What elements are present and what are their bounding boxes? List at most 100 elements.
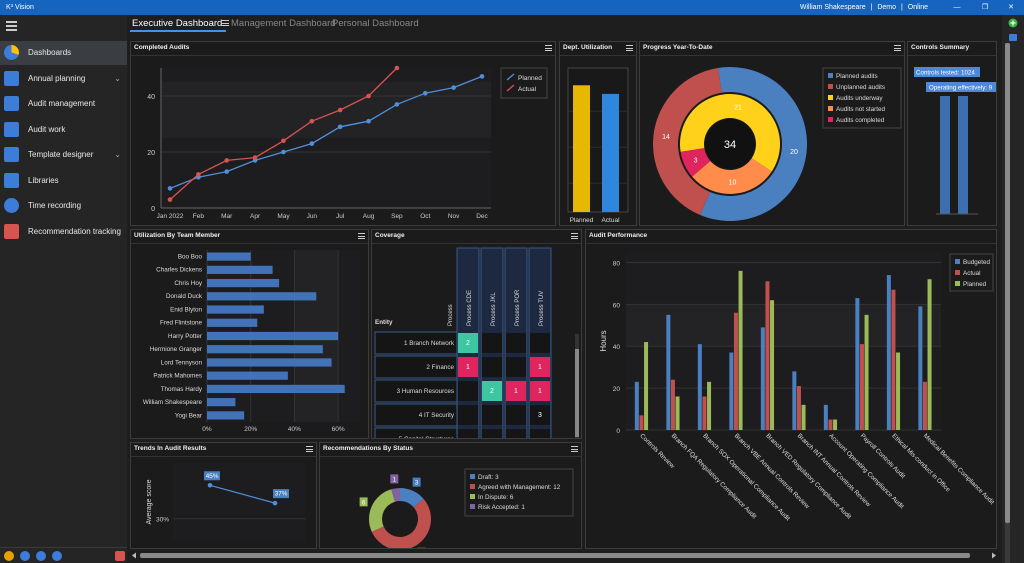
matrix-cell[interactable] (530, 333, 550, 353)
panel-menu-icon[interactable] (358, 233, 365, 239)
scrollbar-thumb[interactable] (575, 349, 579, 437)
chevron-down-icon[interactable]: ⌄ (114, 73, 121, 83)
pie-chart-icon (4, 45, 19, 60)
matrix-cell[interactable] (506, 405, 526, 425)
matrix-cell[interactable] (506, 381, 526, 401)
minimize-icon[interactable]: — (953, 4, 961, 11)
app-title: K³ Vision (6, 4, 34, 11)
data-point (309, 141, 315, 146)
panel-audit-performance: Audit Performance 0 20 40 60 80 Hours Controls… (585, 229, 997, 549)
tab-management-dashboard[interactable]: Management Dashboard (231, 18, 336, 29)
legend-label: Audits completed (836, 117, 885, 124)
tab-menu-icon[interactable] (221, 20, 229, 26)
y-tick-label: 30% (156, 517, 169, 524)
sidebar-item-time-recording[interactable]: Time recording (0, 194, 127, 218)
bar (207, 384, 345, 394)
horizontal-scrollbar[interactable] (130, 551, 1000, 560)
bar (602, 93, 619, 212)
bike-icon[interactable] (115, 551, 125, 561)
sidebar-item-label: Audit work (28, 124, 66, 134)
matrix-cell[interactable] (458, 333, 478, 353)
x-tick-label: Ethical Mis-conduct in Office (890, 432, 951, 493)
matrix-cell[interactable] (482, 405, 502, 425)
bar (855, 298, 860, 430)
sidebar-item-recommendation-tracking[interactable]: Recommendation tracking (0, 220, 127, 244)
tab-executive-dashboard[interactable]: Executive Dashboard (132, 18, 223, 29)
scrollbar-thumb[interactable] (1005, 43, 1010, 523)
info-icon[interactable] (36, 551, 46, 561)
matrix-cell[interactable] (506, 429, 526, 439)
matrix-cell[interactable] (482, 429, 502, 439)
column-header: Process TUV (539, 291, 545, 326)
panel-menu-icon[interactable] (306, 446, 313, 452)
matrix-cell[interactable] (530, 381, 550, 401)
bar (833, 419, 838, 430)
y-tick-label: Hermione Granger (150, 346, 202, 353)
slice-label: 21 (734, 104, 742, 111)
row-label: 4 IT Security (419, 412, 455, 419)
hamburger-menu-icon[interactable] (6, 21, 17, 31)
sidebar-item-label: Libraries (28, 175, 59, 185)
save-icon[interactable] (1009, 34, 1017, 41)
sidebar-item-audit-management[interactable]: Audit management (0, 92, 127, 116)
sidebar-item-audit-work[interactable]: Audit work (0, 118, 127, 142)
center-total: 34 (724, 139, 736, 151)
y-tick-label: 40 (613, 344, 621, 351)
environment-label[interactable]: Demo (877, 4, 897, 11)
legend-label: Budgeted (963, 259, 990, 266)
sidebar-item-annual-planning[interactable]: Annual planning ⌄ (0, 67, 127, 91)
data-point (167, 197, 173, 202)
matrix-cell[interactable] (482, 357, 502, 377)
operating-effectively-label: Operating effectively: 9 (929, 85, 993, 92)
y-tick-label: 0 (616, 428, 620, 435)
user-name[interactable]: William Shakespeare (799, 4, 866, 11)
matrix-cell[interactable] (482, 381, 502, 401)
sidebar-item-libraries[interactable]: Libraries (0, 169, 127, 193)
matrix-cell[interactable] (458, 429, 478, 439)
y-tick-label: 40 (147, 94, 155, 101)
gender-icon[interactable] (52, 551, 62, 561)
pie-slice (371, 498, 431, 548)
matrix-cell[interactable] (530, 357, 550, 377)
x-tick-label: Jan 2022 (157, 213, 184, 220)
tab-personal-dashboard[interactable]: Personal Dashboard (332, 18, 419, 29)
sidebar-item-dashboards[interactable]: Dashboards (0, 41, 127, 65)
trend-line (209, 484, 276, 504)
user-icon[interactable] (20, 551, 30, 561)
panel-controls-summary: Controls Summary Controls tested: 1024 Op… (907, 41, 997, 226)
panel-menu-icon[interactable] (571, 446, 578, 452)
matrix-cell[interactable] (458, 405, 478, 425)
chevron-down-icon[interactable]: ⌄ (114, 150, 121, 159)
matrix-cell[interactable] (506, 333, 526, 353)
y-tick-label: 60 (613, 302, 621, 309)
data-point (366, 93, 371, 99)
vertical-scrollbar[interactable] (1005, 43, 1010, 563)
sun-icon[interactable] (4, 551, 14, 561)
legend-label: Risk Accepted: 1 (478, 504, 525, 511)
row-label: 2 Finance (426, 364, 454, 371)
y-tick-label: Charles Dickens (156, 267, 202, 274)
matrix-cell[interactable] (530, 429, 550, 439)
sidebar-item-template-designer[interactable]: Template designer ⌄ (0, 143, 127, 167)
panel-menu-icon[interactable] (545, 45, 552, 51)
data-point (451, 85, 456, 90)
panel-menu-icon[interactable] (894, 45, 901, 51)
slice-label: 3 (415, 480, 419, 487)
panel-menu-icon[interactable] (571, 233, 578, 239)
matrix-cell[interactable] (506, 357, 526, 377)
slice-label: 14 (662, 134, 670, 141)
matrix-cell[interactable] (530, 405, 550, 425)
close-icon[interactable]: ✕ (1008, 4, 1014, 11)
pie-slice (680, 148, 711, 177)
panel-menu-icon[interactable] (626, 45, 633, 51)
matrix-cell[interactable] (482, 333, 502, 353)
series-line-planned (169, 75, 483, 190)
restore-icon[interactable]: ❐ (981, 4, 989, 11)
y-tick-label: Yogi Bear (175, 412, 202, 419)
data-point (167, 186, 173, 191)
matrix-cell[interactable] (458, 357, 478, 377)
slice-label: 1 (393, 476, 397, 483)
status-label: Online (907, 4, 928, 11)
matrix-cell[interactable] (458, 381, 478, 401)
row-label: 1 Branch Network (404, 340, 455, 347)
